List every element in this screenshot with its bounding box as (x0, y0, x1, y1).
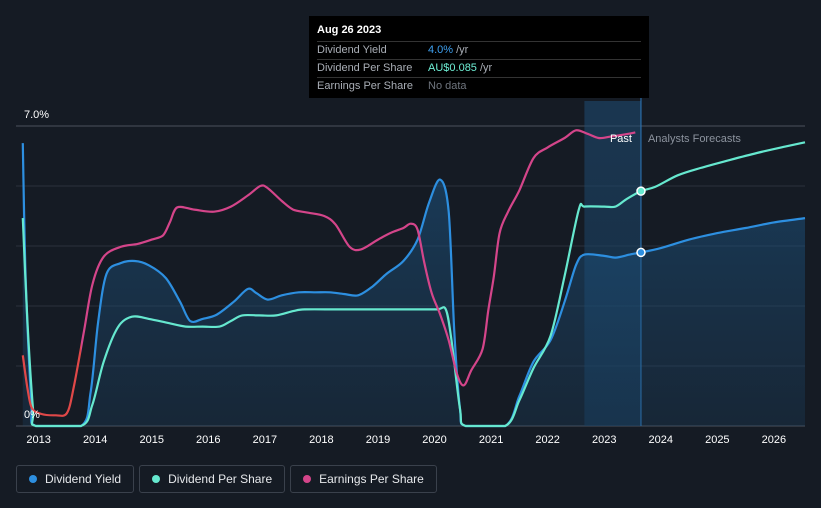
tooltip-row-dividend-yield: Dividend Yield 4.0% /yr (317, 41, 641, 59)
x-tick-label: 2026 (762, 434, 786, 446)
tooltip-row-earnings-per-share: Earnings Per Share No data (317, 77, 641, 95)
series-area-dividend-yield (22, 143, 805, 426)
x-axis-ticks: 2013 2014 2015 2016 2017 2018 2019 2020 2021 2022… (26, 434, 786, 446)
legend-dot-earnings-per-share (303, 475, 312, 483)
tooltip-label: Earnings Per Share (317, 80, 413, 92)
y-axis-bottom-label: 0% (24, 409, 40, 421)
x-tick-label: 2016 (196, 434, 220, 446)
x-tick-label: 2014 (83, 434, 107, 446)
series-layer (21, 129, 806, 428)
x-tick-label: 2023 (592, 434, 616, 446)
legend-label: Dividend Per Share (168, 472, 273, 486)
legend-item-earnings-per-share[interactable]: Earnings Per Share (290, 465, 437, 493)
chart-tooltip: Aug 26 2023 Dividend Yield 4.0% /yr Divi… (309, 16, 649, 98)
legend-dot-dividend-per-share (152, 475, 161, 483)
x-tick-label: 2017 (253, 434, 277, 446)
x-tick-label: 2025 (705, 434, 729, 446)
chart-legend: Dividend Yield Dividend Per Share Earnin… (16, 465, 437, 493)
series-line-dividend-per-share (21, 141, 806, 428)
tooltip-unit: /yr (456, 44, 469, 56)
x-tick-label: 2015 (139, 434, 163, 446)
legend-item-dividend-yield[interactable]: Dividend Yield (16, 465, 135, 493)
marker-dividend-per-share (636, 186, 646, 196)
tooltip-label: Dividend Per Share (317, 62, 413, 74)
marker-layer (636, 186, 646, 258)
x-tick-label: 2024 (649, 434, 673, 446)
x-tick-label: 2019 (366, 434, 390, 446)
legend-item-dividend-per-share[interactable]: Dividend Per Share (139, 465, 286, 493)
legend-dot-dividend-yield (29, 475, 37, 483)
tooltip-value: No data (428, 80, 467, 92)
x-tick-label: 2021 (479, 434, 503, 446)
forecast-region-label: Analysts Forecasts (648, 133, 741, 145)
series-line-dividend-yield (21, 143, 806, 428)
marker-dividend-yield (636, 247, 646, 258)
x-tick-label: 2020 (422, 434, 446, 446)
y-axis-top-label: 7.0% (24, 109, 49, 121)
tooltip-unit: /yr (479, 62, 493, 74)
x-tick-label: 2018 (309, 434, 333, 446)
tooltip-row-dividend-per-share: Dividend Per Share AU$0.085 /yr (317, 59, 641, 77)
legend-label: Earnings Per Share (319, 472, 424, 486)
tooltip-value: 4.0% (428, 44, 454, 56)
x-tick-label: 2013 (26, 434, 50, 446)
past-region-label: Past (610, 133, 632, 145)
tooltip-label: Dividend Yield (317, 44, 387, 56)
tooltip-value: AU$0.085 (428, 62, 477, 74)
legend-label: Dividend Yield (45, 472, 122, 486)
tooltip-date: Aug 26 2023 (317, 24, 382, 36)
x-tick-label: 2022 (535, 434, 559, 446)
series-line-earnings-per-share (81, 129, 636, 387)
